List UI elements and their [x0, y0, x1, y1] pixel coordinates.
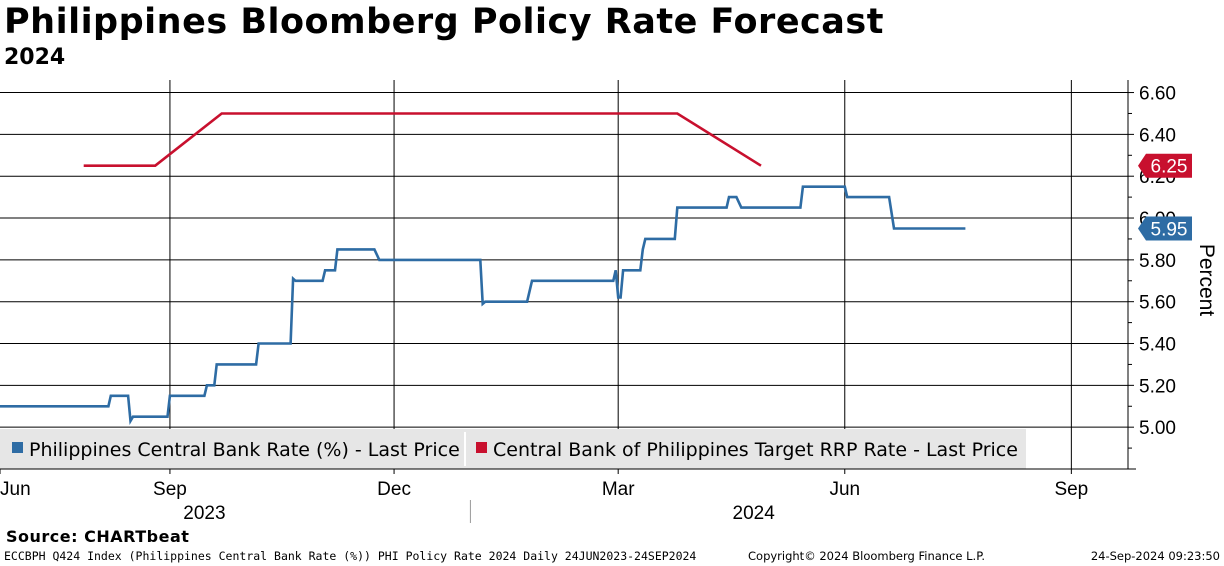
legend-swatch	[12, 442, 23, 453]
chart-title: Philippines Bloomberg Policy Rate Foreca…	[4, 2, 884, 42]
x-tick-label: Jun	[829, 479, 860, 500]
legend-label: Central Bank of Philippines Target RRP R…	[493, 439, 1018, 461]
chart-canvas: Philippines Central Bank Rate (%) - Last…	[0, 80, 1218, 524]
year-label: 2023	[183, 503, 225, 524]
y-tick-label: 5.80	[1139, 251, 1176, 272]
last-value-tags: 5.95 6.25	[1138, 153, 1192, 241]
last-value-label: 5.95	[1151, 219, 1188, 240]
source-note: Source: CHARTbeat	[6, 527, 190, 546]
legend: Philippines Central Bank Rate (%) - Last…	[0, 429, 1026, 469]
y-axis-title: Percent	[1195, 244, 1218, 317]
year-label: 2024	[733, 503, 776, 524]
chart-subtitle: 2024	[4, 45, 66, 70]
legend-label: Philippines Central Bank Rate (%) - Last…	[29, 439, 460, 461]
x-tick-label: Mar	[602, 479, 635, 500]
last-value-label: 6.25	[1151, 157, 1188, 178]
series-line-target-rrp-rate	[83, 112, 762, 167]
legend-swatch	[476, 442, 487, 453]
last-value-tag-blue	[1138, 216, 1192, 241]
x-tick-label: Sep	[153, 479, 187, 500]
series-line-central-bank-rate	[0, 185, 966, 425]
copyright: Copyright© 2024 Bloomberg Finance L.P.	[748, 549, 985, 563]
legend-background	[0, 429, 1026, 469]
x-tick-label: Jun	[0, 479, 31, 500]
x-tick-label: Sep	[1054, 479, 1088, 500]
y-tick-label: 5.00	[1139, 418, 1176, 439]
last-value-tag-red	[1138, 153, 1192, 178]
y-tick-label: 5.40	[1139, 335, 1176, 356]
y-tick-label: 6.60	[1139, 84, 1176, 105]
timestamp: 24-Sep-2024 09:23:50	[1090, 549, 1220, 563]
y-tick-label: 5.20	[1139, 376, 1176, 397]
x-tick-label: Dec	[377, 479, 411, 500]
y-tick-label: 5.60	[1139, 293, 1176, 314]
series-layer	[0, 112, 966, 425]
grid-layer	[0, 80, 1128, 469]
ticker-line: ECCBPH Q424 Index (Philippines Central B…	[4, 549, 697, 563]
y-tick-label: 6.40	[1139, 125, 1176, 146]
